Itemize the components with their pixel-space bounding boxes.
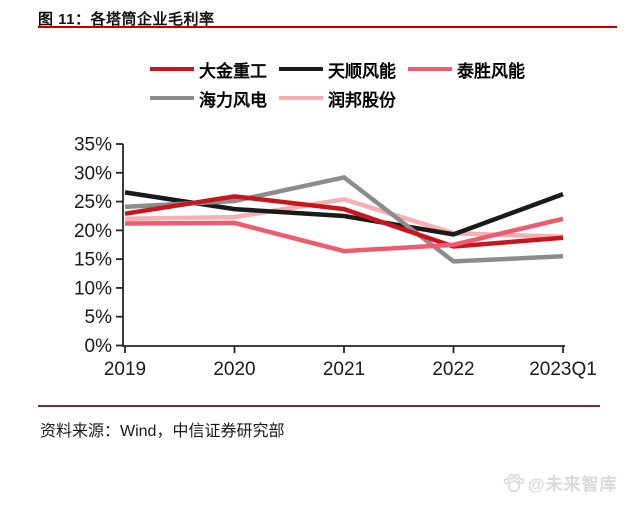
x-tick-label: 2020 (213, 359, 255, 380)
y-tick-label: 25% (74, 192, 112, 213)
legend-label: 润邦股份 (328, 90, 396, 110)
paw-icon (503, 473, 525, 492)
legend-swatch (279, 96, 323, 100)
legend-label: 泰胜风能 (457, 61, 525, 81)
y-tick-label: 5% (85, 307, 113, 328)
legend-label: 天顺风能 (328, 61, 396, 81)
legend-swatch (150, 67, 194, 71)
legend-row: 大金重工 天顺风能 泰胜风能 (150, 59, 525, 81)
y-tick-label: 35% (74, 135, 112, 156)
source-note: 资料来源：Wind，中信证券研究部 (40, 423, 285, 440)
footer-rule (38, 405, 600, 407)
y-tick-label: 30% (74, 163, 112, 184)
x-tick-label: 2021 (323, 359, 365, 380)
y-tick-label: 20% (74, 221, 112, 242)
legend-item: 泰胜风能 (408, 59, 525, 81)
title-underline (38, 26, 617, 28)
legend-item: 润邦股份 (279, 88, 396, 110)
legend-swatch (279, 67, 323, 71)
series-line-3 (124, 216, 564, 254)
legend-item: 海力风电 (150, 88, 267, 110)
x-tick-label: 2019 (104, 359, 146, 380)
legend-item: 天顺风能 (279, 59, 396, 81)
series-line-1 (124, 194, 564, 249)
y-tick-label: 10% (74, 278, 112, 299)
watermark-label: @未来智库 (528, 475, 618, 494)
figure-title: 图 11：各塔筒企业毛利率 (38, 11, 215, 28)
watermark: @未来智库 (503, 470, 618, 495)
y-tick-label: 0% (85, 336, 113, 357)
legend-swatch (150, 96, 194, 100)
chart-legend: 大金重工 天顺风能 泰胜风能 海力风电 润邦股份 (150, 59, 525, 110)
legend-label: 大金重工 (199, 61, 267, 81)
y-tick-label: 15% (74, 250, 112, 271)
legend-row: 海力风电 润邦股份 (150, 88, 525, 110)
legend-label: 海力风电 (199, 90, 267, 110)
x-tick-label: 2022 (432, 359, 474, 380)
x-tick-label: 2023Q1 (529, 359, 597, 380)
legend-swatch (408, 67, 452, 71)
legend-item: 大金重工 (150, 59, 267, 81)
